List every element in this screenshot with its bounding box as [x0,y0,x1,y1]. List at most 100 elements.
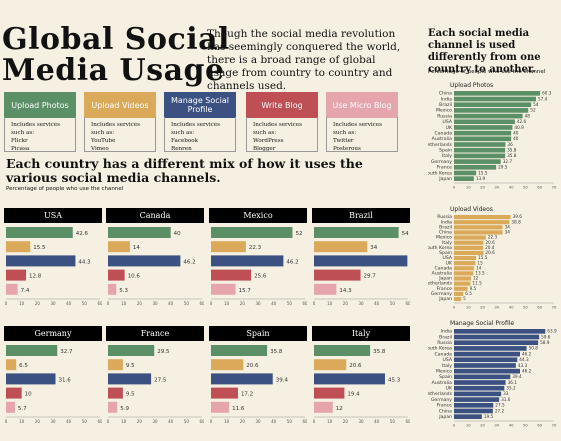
side-bar-value-label: 40 [513,130,519,135]
side-bar-value-label: 40.9 [514,125,524,130]
side-chart: Upload Videos Russia 39.6 India 38.8 Brazil 34… [424,204,558,316]
country-bar-value-label: 29.5 [157,349,170,355]
side-axis-tick: 10 [466,185,471,190]
country-bar-value-label: 32.7 [60,349,73,355]
country-bar [108,255,181,267]
title-line-1: Global Social [2,22,230,57]
country-axis-tick: 0 [313,301,316,306]
side-chart-title: Manage Social Profile [450,320,514,327]
country-bar [314,227,399,238]
side-bar-value-label: 34 [505,224,511,229]
side-bar-value-label: 20.4 [485,245,495,250]
side-bar [454,391,502,397]
country-axis-tick: 40 [66,301,72,306]
country-bar-value-label: 17.2 [241,392,253,398]
side-bar-value-label: 12 [473,276,479,281]
country-axis-tick: 10 [19,301,25,306]
country-axis-tick: 60 [405,419,410,424]
country-bar-value-label: 31.6 [59,377,72,383]
country-axis-tick: 60 [405,301,410,306]
country-bar-value-label: 5.3 [119,288,128,294]
country-axis-tick: 10 [19,419,25,424]
side-category-label: USA [442,255,452,261]
country-bar-value-label: 20.6 [349,363,362,369]
country-bar-chart: 52 22.3 46.2 25.6 15.7 0 10 20 30 40 50 60 [210,227,308,306]
country-bar [211,373,273,385]
category-label: Upload Photos [4,92,76,118]
category-description-line: Posterous [333,146,361,152]
side-category-label: Spain [439,148,452,154]
side-category-label: Spain [439,250,452,256]
section-title: Each country has a different mix of how … [6,156,363,185]
category-card: Upload Videos Includes services such as: Yo… [84,92,156,152]
category-description-line: Includes services [253,122,302,128]
country-panel: Canada 40 14 46.2 10.6 5.3 0 10 20 30 40 50 60 [106,208,205,323]
side-bar-value-label: 27.2 [495,408,505,413]
side-category-label: France [437,286,452,292]
side-bar [454,296,462,302]
side-category-label: Brazil [439,102,452,108]
country-bar [314,283,337,295]
country-axis-tick: 20 [240,301,246,306]
side-bar [454,119,515,125]
country-bar-value-label: 9.5 [126,392,135,398]
country-bar-value-label: 29.7 [364,274,377,280]
country-bar-chart: 35.8 20.6 45.3 19.4 12 0 10 20 30 40 50 60 [313,345,411,424]
country-bar [6,283,18,295]
side-bar [454,255,477,261]
country-axis-tick: 60 [199,419,204,424]
country-bar-value-label: 42.6 [76,231,89,237]
side-bar [454,220,510,225]
side-bar-value-label: 42.6 [517,119,527,124]
country-axis-tick: 60 [302,419,307,424]
country-bar-value-label: 52 [295,231,302,237]
country-panel-title: Brazil [312,208,410,223]
side-category-label: Australia [432,270,453,276]
side-axis-tick: 50 [523,423,528,428]
side-bar [454,414,482,419]
side-bar [454,125,513,130]
country-bar-chart: 32.7 6.5 31.6 10 5.7 0 10 20 30 40 50 60 [5,345,103,424]
side-category-label: UK [446,386,453,392]
side-bar [454,408,493,414]
country-bar [6,241,31,253]
country-bar [108,387,123,399]
side-bar-value-label: 57.4 [538,96,548,101]
country-axis-tick: 20 [35,301,41,306]
country-bar-value-label: 20.6 [246,363,259,369]
side-bar [454,142,506,147]
side-bar [454,96,536,102]
country-axis-tick: 50 [287,301,293,306]
side-bar-value-label: 9.5 [470,286,477,291]
category-description: Includes services such as: YouTube Vimeo [84,117,156,152]
side-bar-value-label: 39.4 [512,374,522,379]
country-bar [211,283,236,295]
side-axis-tick: 60 [537,423,542,428]
country-axis-tick: 60 [97,301,102,306]
country-panel-title: USA [4,208,102,223]
country-bar-value-label: 34 [370,245,377,251]
side-bar [454,225,503,230]
side-category-label: Japan [438,176,452,182]
side-category-label: Mexico [436,108,452,114]
country-bar [314,241,368,253]
category-description-line: Includes services [171,122,220,128]
country-bar-chart: 40 14 46.2 10.6 5.3 0 10 20 30 40 50 60 [107,227,205,306]
country-axis-tick: 30 [358,419,364,424]
country-bar [211,269,252,281]
country-axis-tick: 10 [327,301,333,306]
side-category-label: China [439,230,452,236]
country-bar-value-label: 25.6 [254,274,267,280]
side-chart-title: Upload Videos [450,206,493,213]
country-bar [211,255,284,267]
country-axis-tick: 10 [327,419,333,424]
country-axis-tick: 30 [152,419,158,424]
country-bar [6,373,56,385]
category-description: Includes services such as: Flickr Picasa [4,117,76,152]
side-bar-value-label: 33 [503,391,509,396]
country-bar-chart: 29.5 9.5 27.5 9.5 5.9 0 10 20 30 40 50 60 [107,345,205,424]
side-bar-value-label: 35.2 [506,386,516,391]
country-axis-tick: 20 [137,419,143,424]
side-bar-value-label: 14 [476,265,482,270]
